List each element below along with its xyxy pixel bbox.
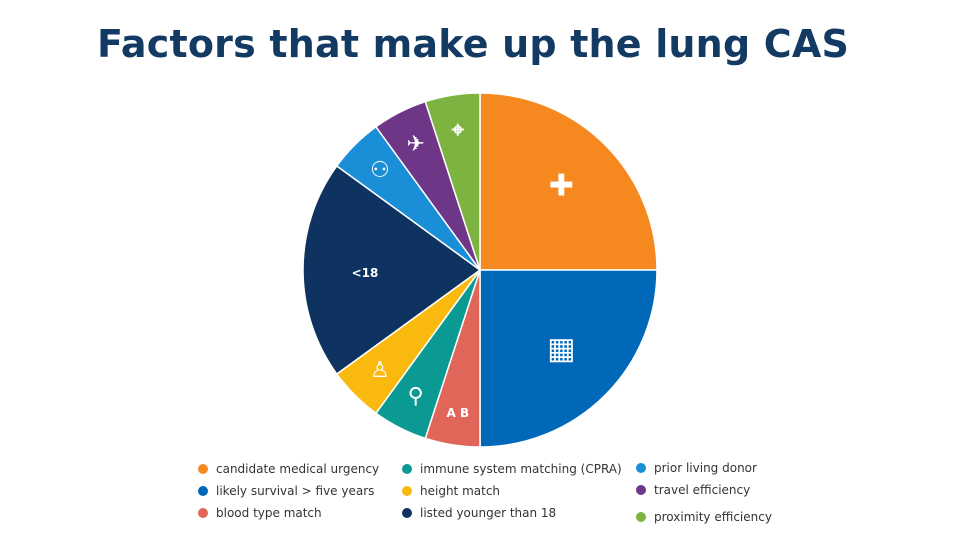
legend-item: likely survival > five years: [198, 484, 374, 498]
medical-cross-icon: ✚: [549, 169, 574, 204]
dropper-icon: ⚲: [408, 384, 424, 409]
calendar-icon: ▦: [547, 331, 575, 366]
legend-item: blood type match: [198, 506, 322, 520]
legend-label: likely survival > five years: [216, 484, 375, 498]
legend-swatch: [636, 485, 646, 495]
legend-item: prior living donor: [636, 461, 757, 475]
legend-label: proximity efficiency: [654, 510, 772, 524]
legend-swatch: [402, 486, 412, 496]
blood-drop-ab-icon: A B: [447, 406, 470, 420]
legend-label: prior living donor: [654, 461, 757, 475]
legend-label: blood type match: [216, 506, 322, 520]
location-pin-icon: ⌖: [451, 118, 465, 143]
height-person-icon: ♙: [370, 358, 390, 383]
legend-swatch: [636, 512, 646, 522]
legend-swatch: [198, 508, 208, 518]
legend-item: listed younger than 18: [402, 506, 556, 520]
pie-slice-5: [302, 164, 482, 376]
legend-swatch: [402, 464, 412, 474]
legend-swatch: [636, 463, 646, 473]
legend-swatch: [198, 486, 208, 496]
legend-item: travel efficiency: [636, 483, 750, 497]
clipboard-icon: <18: [352, 266, 379, 280]
legend-label: listed younger than 18: [420, 506, 557, 520]
page-title: Factors that make up the lung CAS: [97, 22, 850, 66]
legend-label: travel efficiency: [654, 483, 751, 497]
legend-item: proximity efficiency: [636, 510, 772, 524]
legend-label: immune system matching (CPRA): [420, 462, 622, 476]
legend-item: height match: [402, 484, 500, 498]
legend-label: height match: [420, 484, 501, 498]
legend-item: candidate medical urgency: [198, 462, 379, 476]
donor-people-icon: ⚇: [370, 158, 390, 183]
legend-item: immune system matching (CPRA): [402, 462, 622, 476]
plane-icon: ✈: [406, 132, 424, 157]
legend-swatch: [402, 508, 412, 518]
pie-slice-1: [479, 269, 658, 448]
legend-label: candidate medical urgency: [216, 462, 380, 476]
pie-slice-0: [479, 92, 658, 271]
pie-slice-8: [424, 92, 481, 271]
legend-swatch: [198, 464, 208, 474]
